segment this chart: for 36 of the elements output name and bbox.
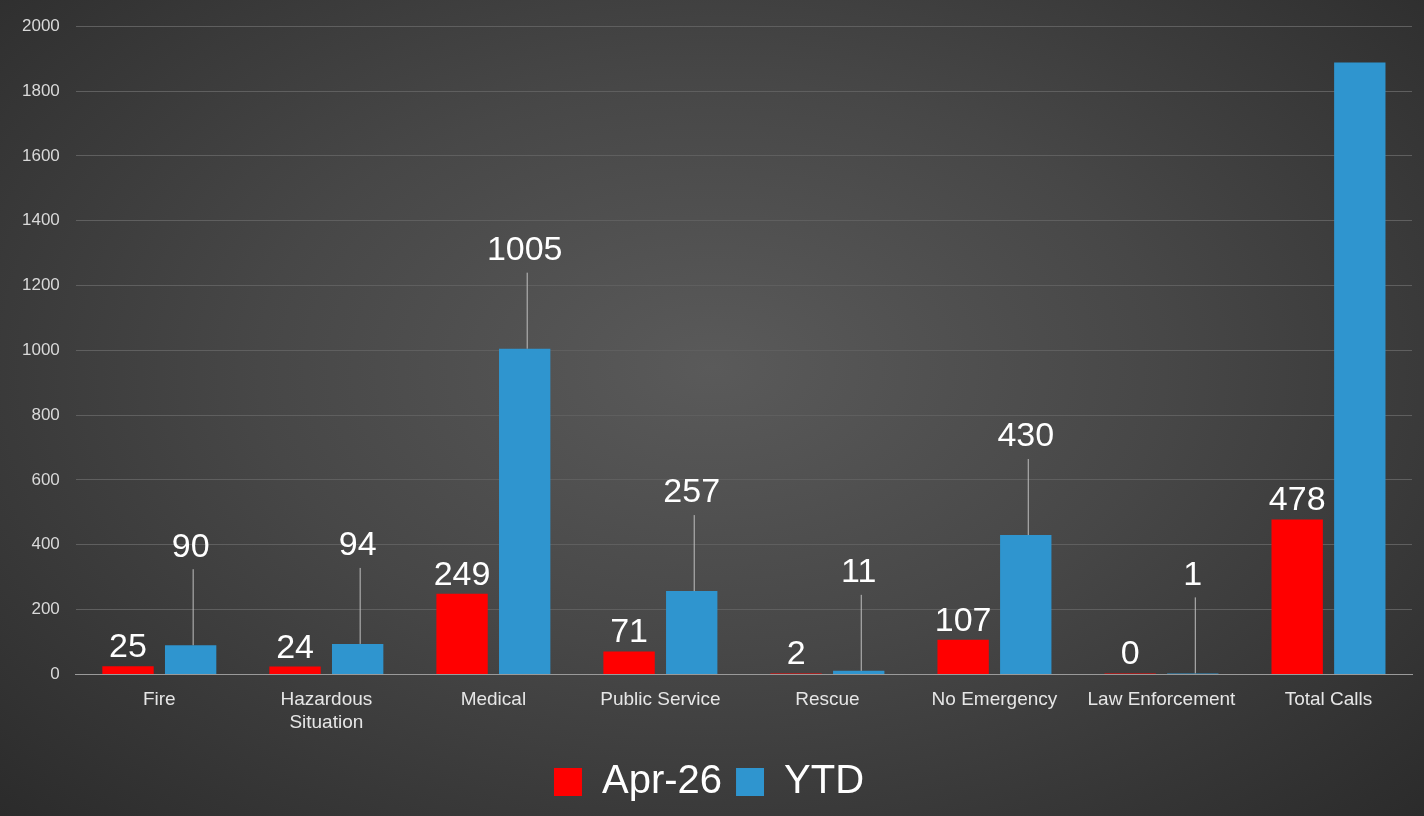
x-tick-label: Rescue — [795, 688, 860, 710]
data-label: 71 — [610, 611, 648, 650]
x-tick-label: Fire — [142, 688, 176, 710]
data-label: 430 — [997, 415, 1055, 454]
data-label: 94 — [338, 524, 377, 563]
data-label: 478 — [1268, 479, 1326, 518]
x-tick-label: No Emergency — [931, 688, 1058, 710]
data-label: 24 — [276, 626, 314, 665]
x-tick-label: Hazardous Situation — [280, 688, 373, 732]
data-label: 1005 — [486, 229, 563, 268]
y-tick-label: 600 — [31, 469, 60, 489]
y-tick-label: 400 — [31, 534, 60, 554]
data-label: 90 — [171, 525, 210, 564]
x-tick-label: Total Calls — [1284, 688, 1373, 710]
y-tick-label: 0 — [50, 664, 60, 684]
data-label: 25 — [109, 626, 147, 665]
x-tick-label: Public Service — [600, 688, 721, 710]
legend-label: YTD — [784, 757, 865, 802]
y-tick-label: 200 — [31, 599, 60, 619]
legend-label: Apr-26 — [601, 757, 723, 802]
y-tick-label: 1400 — [21, 210, 60, 230]
y-tick-label: 1600 — [21, 145, 60, 165]
data-label: 0 — [1120, 633, 1140, 672]
data-label: 249 — [433, 553, 491, 592]
y-tick-label: 2000 — [21, 15, 60, 35]
y-tick-label: 1000 — [21, 339, 60, 359]
data-label: 1 — [1183, 553, 1203, 592]
data-label: 257 — [663, 471, 721, 510]
y-tick-label: 1200 — [21, 275, 60, 295]
y-tick-label: 800 — [31, 404, 60, 424]
data-label: 2 — [786, 633, 806, 672]
x-tick-label: Law Enforcement — [1087, 688, 1237, 710]
data-label: 107 — [934, 599, 992, 638]
y-tick-label: 1800 — [21, 80, 60, 100]
x-tick-label: Medical — [460, 688, 527, 710]
data-label: 11 — [841, 551, 877, 590]
